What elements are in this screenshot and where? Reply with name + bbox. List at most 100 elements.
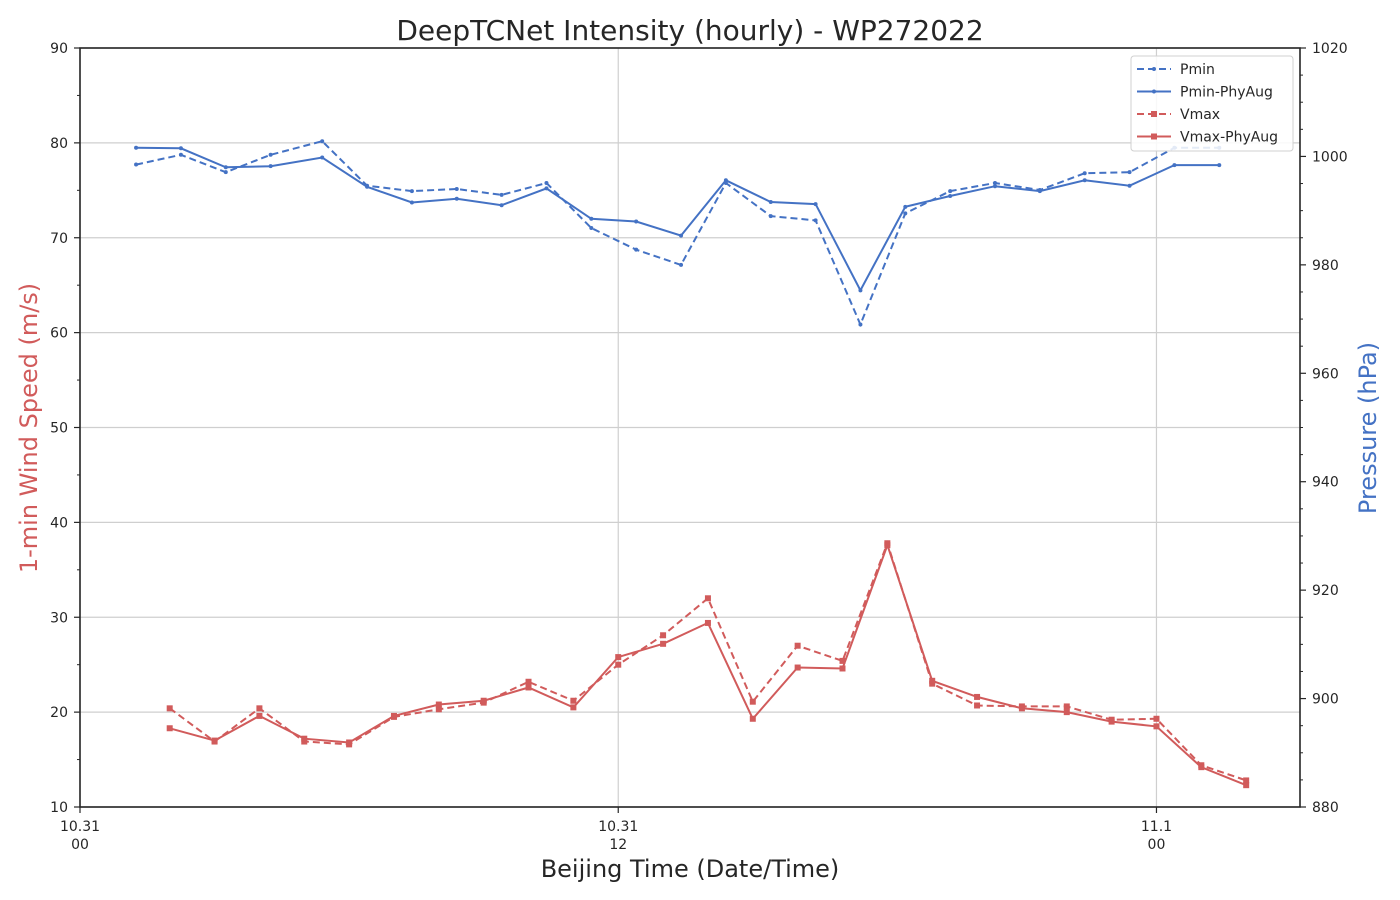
data-point-pmin [858,322,863,327]
x-tick-label-date: 11.1 [1141,819,1172,835]
data-point-pmin [178,152,183,157]
legend-marker-vmax-phyaug [1151,133,1157,140]
data-point-pmin [634,247,639,252]
data-point-pmin-phyaug [1217,163,1222,168]
data-point-vmax [660,632,667,639]
data-point-vmax-phyaug [570,704,577,711]
legend-marker-vmax [1151,111,1157,117]
data-point-pmin [499,192,504,197]
x-tick-label-hour: 00 [1148,837,1166,853]
data-point-pmin-phyaug [320,155,325,160]
data-point-pmin-phyaug [1037,189,1042,194]
data-point-pmin-phyaug [768,199,773,204]
data-point-pmin-phyaug [544,186,549,191]
data-point-pmin [903,211,908,216]
data-point-pmin [768,214,773,219]
y-axis-label-left: 1-min Wind Speed (m/s) [15,283,43,573]
y-left-tick-label: 20 [50,705,68,721]
data-point-pmin-phyaug [1172,163,1177,168]
data-point-vmax-phyaug [480,697,487,704]
data-point-pmin [1127,170,1132,175]
data-point-pmin-phyaug [1127,183,1132,188]
data-point-vmax-phyaug [256,712,263,719]
data-point-vmax-phyaug [974,693,981,700]
data-point-vmax [794,642,801,649]
x-tick-label-hour: 12 [609,837,627,853]
data-point-vmax [570,697,577,704]
data-point-vmax [704,595,711,602]
legend-marker-pmin [1152,67,1156,71]
series-layer [134,139,1250,789]
data-point-vmax-phyaug [346,739,353,746]
data-point-vmax-phyaug [794,664,801,671]
data-point-vmax-phyaug [615,654,622,661]
legend-label-vmax: Vmax [1180,107,1220,123]
data-point-pmin [134,162,139,167]
x-tick-label-hour: 00 [71,837,89,853]
y-left-tick-label: 70 [50,231,68,247]
data-point-pmin-phyaug [723,178,728,183]
legend-label-pmin: Pmin [1180,62,1215,78]
y-right-tick-label: 900 [1312,692,1339,708]
data-point-pmin [409,189,414,194]
series-line-vmax-phyaug [169,542,1247,787]
data-point-vmax-phyaug [704,619,711,626]
chart-title: DeepTCNet Intensity (hourly) - WP272022 [396,14,983,47]
data-point-pmin-phyaug [409,200,414,205]
data-point-pmin [544,180,549,185]
data-point-pmin-phyaug [679,233,684,238]
data-point-vmax-phyaug [1243,782,1250,789]
data-point-vmax-phyaug [839,665,846,672]
data-point-pmin [948,189,953,194]
legend-box [1130,55,1294,152]
data-point-pmin-phyaug [903,204,908,209]
data-point-vmax [839,657,846,664]
data-point-pmin [320,139,325,144]
data-point-vmax-phyaug [1198,764,1205,771]
data-point-vmax [974,702,981,709]
data-point-vmax [1243,777,1250,784]
x-tick-label-date: 10.31 [60,819,100,835]
series-line-pmin-phyaug [136,146,1220,293]
data-point-pmin-phyaug [268,164,273,169]
legend-marker-pmin-phyaug [1152,89,1156,94]
y-right-tick-label: 960 [1312,366,1339,382]
data-point-pmin-phyaug [223,165,228,170]
data-point-vmax-phyaug [660,640,667,647]
data-point-pmin-phyaug [365,184,370,189]
data-point-vmax-phyaug [211,737,218,744]
data-point-vmax-phyaug [1063,709,1070,716]
y-right-tick-label: 880 [1312,800,1339,816]
y-left-tick-label: 30 [50,610,68,626]
data-point-vmax-phyaug [166,725,173,732]
y-right-tick-label: 1020 [1312,41,1348,57]
y-right-tick-label: 1000 [1312,149,1348,165]
y-left-tick-label: 80 [50,136,68,152]
data-point-pmin-phyaug [589,216,594,221]
y-left-tick-label: 50 [50,421,68,437]
grid-lines [79,47,1300,808]
data-point-pmin-phyaug [178,146,183,151]
y-left-tick-label: 40 [50,515,68,531]
y-left-tick-label: 10 [50,800,68,816]
data-point-pmin [993,180,997,185]
data-point-pmin-phyaug [499,203,504,208]
data-point-vmax [435,706,442,713]
data-point-pmin [1082,171,1087,176]
legend: Pmin Pmin-PhyAug Vmax Vmax-PhyAug [1130,55,1294,152]
data-point-pmin-phyaug [858,288,863,293]
data-point-pmin-phyaug [134,145,139,150]
data-point-vmax-phyaug [525,684,532,691]
data-point-pmin-phyaug [1082,178,1087,183]
data-point-vmax-phyaug [435,701,442,708]
data-point-vmax [525,678,532,685]
y-axis-label-right: Pressure (hPa) [1354,342,1382,514]
data-point-vmax-phyaug [1018,705,1025,712]
legend-label-vmax-phyaug: Vmax-PhyAug [1180,130,1278,146]
data-point-vmax-phyaug [749,715,756,722]
data-point-pmin [223,170,228,175]
axes: 1020304050607080908809009209409609801000… [50,41,1347,853]
y-right-tick-label: 920 [1312,583,1339,599]
data-point-pmin-phyaug [454,196,459,201]
